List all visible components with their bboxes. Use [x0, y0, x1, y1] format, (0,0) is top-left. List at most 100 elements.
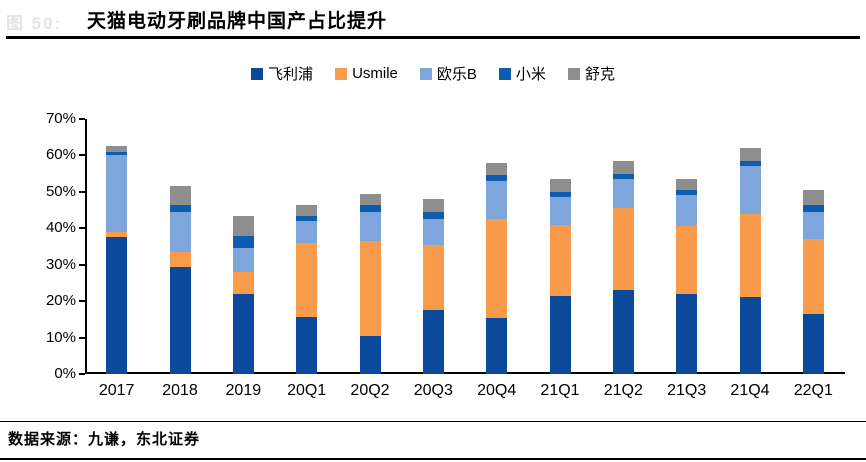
- bar-segment: [802, 313, 824, 374]
- bar-segment: [169, 266, 191, 374]
- bar-segment: [676, 226, 698, 294]
- bar-segment: [106, 155, 128, 232]
- x-tick-label: 2019: [225, 382, 262, 399]
- x-tick-label: 2017: [98, 382, 135, 399]
- legend-swatch-icon: [251, 67, 264, 80]
- bar-segment: [296, 220, 318, 243]
- bar-segment: [549, 295, 571, 374]
- bar-segment: [739, 166, 761, 214]
- bar-segment: [549, 197, 571, 225]
- y-tick-label: 30%: [45, 255, 76, 273]
- bar-segment: [612, 208, 634, 291]
- bar-segment: [739, 160, 761, 167]
- stacked-bar: [739, 148, 761, 374]
- bar-segment: [232, 215, 254, 236]
- stacked-bar: [422, 199, 444, 374]
- bar-segment: [612, 179, 634, 209]
- x-tick-label: 20Q2: [350, 382, 390, 399]
- bar-segment: [169, 251, 191, 267]
- legend-item: 欧乐B: [419, 63, 477, 84]
- stacked-bar: [359, 193, 381, 374]
- bar-segment: [549, 179, 571, 192]
- bar-segment: [422, 211, 444, 220]
- y-tick-label: 60%: [45, 146, 76, 164]
- bar-segment: [612, 160, 634, 174]
- y-tick-mark: [79, 118, 85, 120]
- bar-segment: [232, 293, 254, 374]
- y-tick-label: 50%: [45, 182, 76, 200]
- bar-segment: [549, 191, 571, 198]
- bar-segment: [486, 317, 508, 374]
- y-tick-label: 20%: [45, 292, 76, 310]
- bar-segment: [486, 162, 508, 176]
- bar-segment: [169, 186, 191, 205]
- bar-segment: [106, 237, 128, 374]
- y-tick-label: 10%: [45, 328, 76, 346]
- bar-segment: [296, 242, 318, 318]
- stacked-bar: [612, 160, 634, 374]
- bar-segment: [676, 179, 698, 191]
- y-tick-mark: [79, 300, 85, 303]
- bar-segment: [486, 175, 508, 181]
- x-tick-label: 21Q4: [730, 382, 770, 399]
- bar-segment: [486, 219, 508, 318]
- bar-segment: [359, 211, 381, 242]
- y-tick-label: 40%: [45, 219, 76, 237]
- x-tick-label: 20Q4: [477, 382, 517, 399]
- bar-segment: [422, 219, 444, 245]
- x-tick-label: 22Q1: [793, 382, 833, 399]
- bar-segment: [169, 204, 191, 212]
- bar-segment: [802, 190, 824, 205]
- legend-item: 舒克: [567, 63, 615, 84]
- bar-segment: [422, 310, 444, 374]
- legend-swatch-icon: [567, 67, 580, 80]
- y-tick-mark: [79, 190, 85, 193]
- y-tick-mark: [79, 373, 85, 375]
- bar-segment: [106, 231, 128, 238]
- bar-segment: [676, 190, 698, 196]
- stacked-bar: [232, 215, 254, 374]
- bar-segment: [486, 180, 508, 220]
- data-source-note: 数据来源：九谦，东北证券: [8, 431, 201, 448]
- legend-swatch-icon: [335, 67, 348, 80]
- bar-segment: [359, 193, 381, 205]
- footer-divider-top: [0, 421, 866, 422]
- bar-segment: [739, 297, 761, 374]
- x-tick-label: 2018: [162, 382, 198, 399]
- y-tick-mark: [79, 227, 85, 230]
- bar-segment: [359, 335, 381, 374]
- stacked-bar: [169, 186, 191, 374]
- legend-label: 飞利浦: [268, 66, 314, 83]
- y-tick-label: 70%: [45, 110, 76, 127]
- bar-segment: [802, 239, 824, 314]
- x-tick-label: 21Q3: [667, 382, 707, 399]
- bar-segment: [169, 211, 191, 252]
- bar-segment: [106, 151, 128, 156]
- x-tick-label: 20Q1: [287, 382, 327, 399]
- stacked-bar: [106, 146, 128, 374]
- stacked-bar: [549, 179, 571, 374]
- y-tick-label: 0%: [54, 365, 76, 382]
- bar-segment: [422, 244, 444, 311]
- chart-legend: 飞利浦 Usmile 欧乐B 小米 舒克: [0, 63, 866, 84]
- legend-item: 飞利浦: [251, 63, 313, 84]
- bar-segment: [232, 248, 254, 272]
- x-tick-label: 21Q1: [540, 382, 580, 399]
- bar-segment: [739, 213, 761, 298]
- legend-swatch-icon: [419, 67, 432, 80]
- legend-swatch-icon: [498, 67, 511, 80]
- plot-axes: [85, 119, 845, 374]
- bar-segment: [232, 235, 254, 249]
- bar-segment: [106, 146, 128, 152]
- bar-segment: [676, 195, 698, 227]
- legend-label: 舒克: [584, 66, 615, 83]
- chart-title: 天猫电动牙刷品牌中国产占比提升: [87, 11, 388, 32]
- y-tick-mark: [79, 154, 85, 157]
- title-divider: [6, 36, 860, 39]
- x-tick-label: 20Q3: [413, 382, 453, 399]
- legend-label: Usmile: [352, 65, 398, 82]
- legend-label: 欧乐B: [436, 66, 477, 83]
- bar-segment: [612, 290, 634, 374]
